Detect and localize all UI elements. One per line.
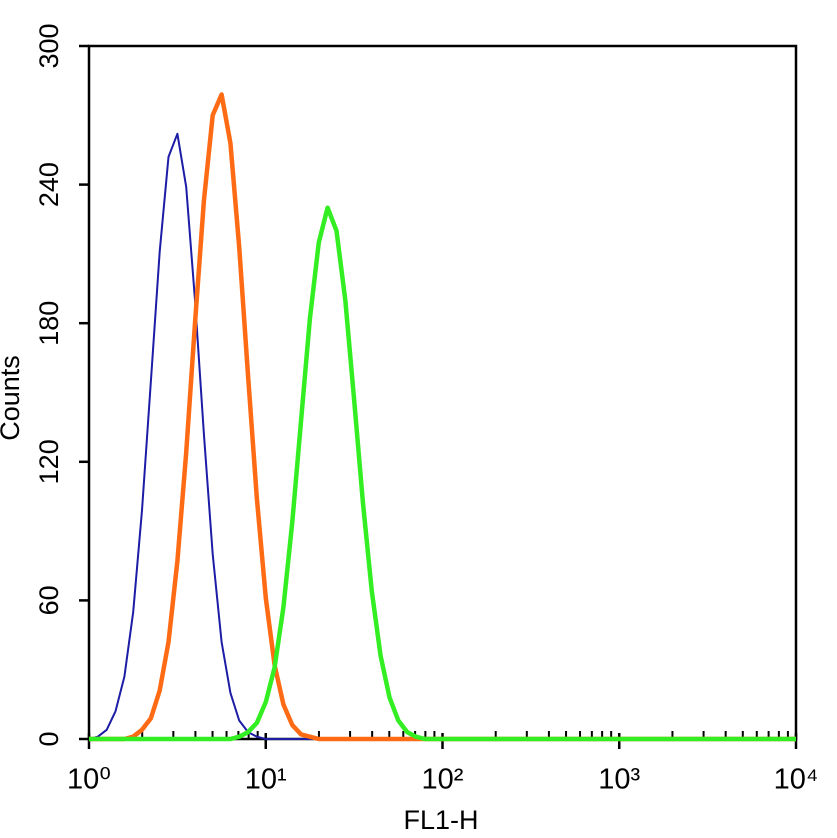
y-tick-label: 240 [34, 162, 64, 207]
y-tick-label: 180 [34, 301, 64, 346]
y-tick-label: 60 [34, 585, 64, 615]
x-tick-label: 10¹ [245, 764, 287, 796]
x-tick-label: 10⁰ [67, 764, 111, 796]
y-tick-label: 0 [34, 731, 64, 746]
y-tick-label: 120 [34, 439, 64, 484]
x-tick-label: 10² [422, 764, 464, 796]
histogram-line [88, 132, 796, 740]
plot-frame [87, 44, 798, 741]
x-tick-label: 10³ [598, 764, 640, 796]
y-tick-label: 300 [34, 23, 64, 68]
y-axis-title: Counts [0, 355, 25, 441]
x-tick-label: 10⁴ [774, 764, 819, 796]
x-axis-title: FL1-H [403, 805, 478, 835]
histogram-line [89, 205, 796, 742]
histogram-line [89, 92, 796, 742]
